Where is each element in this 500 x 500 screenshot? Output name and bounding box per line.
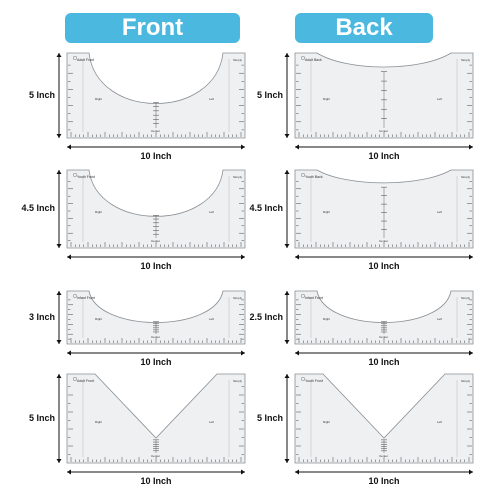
right-label: Right	[323, 317, 330, 321]
right-label: Right	[95, 97, 102, 101]
brand-logo: Simply	[461, 58, 471, 62]
ruler-label: Adult Front	[77, 58, 94, 62]
center-label: Center	[379, 335, 388, 339]
brand-logo: Simply	[461, 175, 471, 179]
brand-logo: Simply	[233, 379, 243, 383]
right-label: Right	[323, 210, 330, 214]
brand-logo: Simply	[233, 175, 243, 179]
ruler-back-youth: Youth Back Simply Center Right Left	[284, 169, 474, 260]
width-label: 10 Inch	[140, 357, 172, 367]
center-label: Center	[151, 129, 160, 133]
width-label: 10 Inch	[368, 261, 400, 271]
ruler-label: Adult Back	[305, 58, 322, 62]
hole-icon	[301, 294, 306, 299]
left-label: Left	[437, 97, 442, 101]
center-label: Center	[379, 239, 388, 243]
hole-icon	[72, 294, 77, 299]
width-label: 10 Inch	[140, 476, 172, 486]
ruler-body	[66, 290, 246, 345]
hole-icon	[72, 56, 77, 61]
hole-icon	[301, 377, 306, 382]
center-label: Center	[379, 454, 388, 458]
ruler-back-vneck: Youth Front Simply Center Right Left	[284, 373, 474, 475]
hole-icon	[301, 172, 306, 177]
right-label: Right	[95, 317, 102, 321]
height-label: 3 Inch	[28, 311, 55, 322]
ruler-body	[294, 290, 474, 345]
left-label: Left	[437, 420, 442, 424]
center-label: Center	[151, 335, 160, 339]
hole-icon	[72, 377, 77, 382]
ruler-label: Infant Front	[305, 296, 323, 300]
width-label: 10 Inch	[368, 357, 400, 367]
width-label: 10 Inch	[140, 261, 172, 271]
left-label: Left	[437, 210, 442, 214]
center-label: Center	[151, 239, 160, 243]
left-label: Left	[209, 420, 214, 424]
height-label: 5 Inch	[28, 412, 55, 423]
right-label: Right	[323, 97, 330, 101]
height-label: 2.5 Inch	[249, 311, 283, 322]
right-label: Right	[95, 420, 102, 424]
center-label: Center	[151, 454, 160, 458]
ruler-body	[66, 52, 246, 139]
ruler-front-adult: Adult Front Simply Center Right Left	[56, 52, 246, 150]
right-label: Right	[95, 210, 102, 214]
brand-logo: Simply	[233, 296, 243, 300]
back-header: Back	[295, 13, 433, 43]
front-header: Front	[65, 13, 240, 43]
width-label: 10 Inch	[140, 151, 172, 161]
ruler-front-infant: Infant Front Simply Center Right Left	[56, 290, 246, 356]
left-label: Left	[209, 210, 214, 214]
ruler-front-youth: Youth Front Simply Center Right Left	[56, 169, 246, 260]
width-label: 10 Inch	[368, 151, 400, 161]
ruler-back-infant: Infant Front Simply Center Right Left	[284, 290, 474, 356]
height-label: 4.5 Inch	[21, 203, 55, 213]
ruler-label: Youth Back	[305, 175, 323, 179]
brand-logo: Simply	[233, 58, 243, 62]
ruler-body	[294, 373, 474, 464]
brand-logo: Simply	[461, 296, 471, 300]
ruler-back-adult: Adult Back Simply Center Right Left	[284, 52, 474, 150]
left-label: Left	[437, 317, 442, 321]
height-label: 5 Inch	[256, 89, 283, 100]
height-label: 4.5 Inch	[249, 203, 283, 213]
center-label: Center	[379, 129, 388, 133]
hole-icon	[301, 56, 306, 61]
left-label: Left	[209, 317, 214, 321]
ruler-body	[66, 373, 246, 464]
hole-icon	[72, 172, 77, 177]
height-label: 5 Inch	[28, 89, 55, 100]
ruler-label: Adult Front	[77, 379, 94, 383]
height-label: 5 Inch	[256, 412, 283, 423]
brand-logo: Simply	[461, 379, 471, 383]
ruler-front-vneck: Adult Front Simply Center Right Left	[56, 373, 246, 475]
ruler-body	[66, 169, 246, 249]
ruler-label: Youth Front	[77, 175, 95, 179]
right-label: Right	[323, 420, 330, 424]
ruler-label: Youth Front	[305, 379, 323, 383]
ruler-label: Infant Front	[77, 296, 95, 300]
width-label: 10 Inch	[368, 476, 400, 486]
left-label: Left	[209, 97, 214, 101]
